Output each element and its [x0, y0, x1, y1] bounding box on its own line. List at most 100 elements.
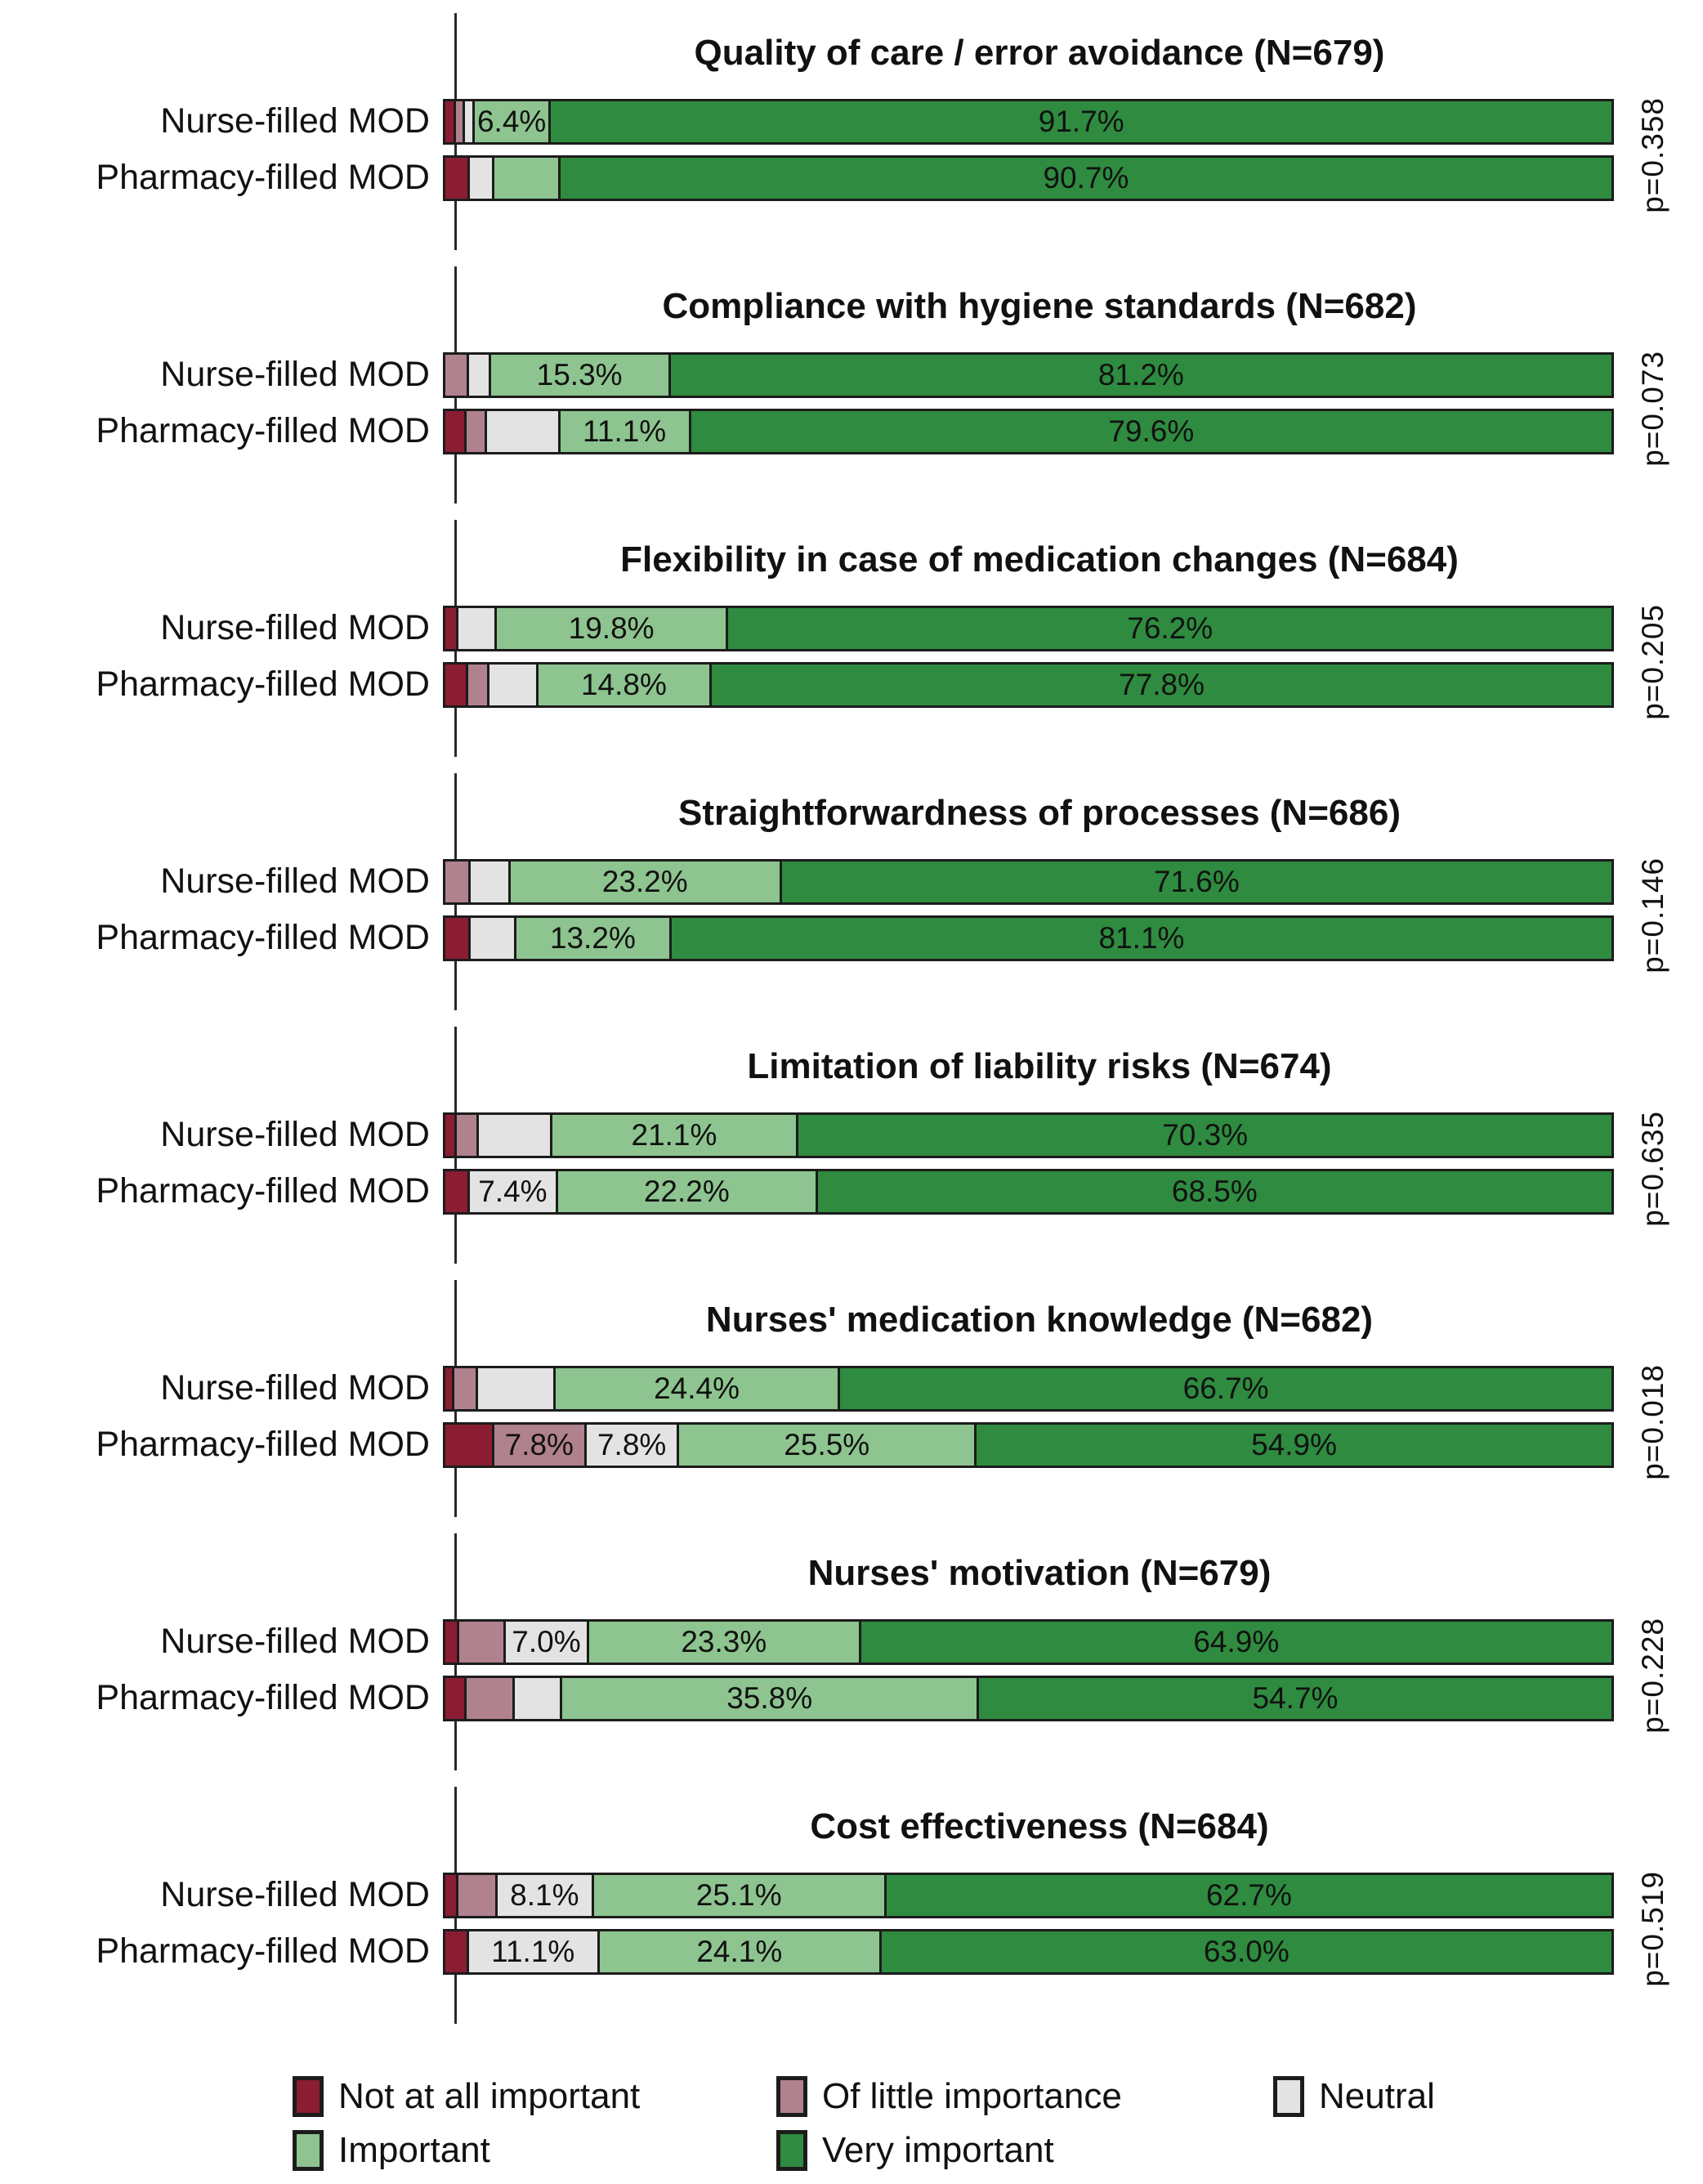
segment-value-label: 23.2% [601, 864, 688, 898]
p-value-text: p=0.519 [1636, 1870, 1669, 1987]
legend-label: Not at all important [338, 2076, 641, 2116]
stacked-bar: 14.8% 77.8% [443, 661, 1614, 708]
bar-segment-very-important: 77.8% [712, 664, 1611, 705]
neutral-swatch [1273, 2076, 1304, 2117]
bar-segment-neutral: 7.8% [586, 1424, 677, 1466]
bar-segment-of-little-importance [466, 1677, 513, 1719]
bar-segment-not-at-all-important [445, 1170, 467, 1212]
p-value-label: p=0.519 [1636, 1870, 1670, 1987]
chart-panels: Quality of care / error avoidance (N=679… [0, 13, 1703, 2040]
segment-value-label: 25.5% [784, 1427, 870, 1461]
bar-segment-very-important: 68.5% [817, 1170, 1611, 1212]
bar-row: Nurse-filled MOD 23.2% 71.6% [0, 858, 1703, 905]
legend-item-of-little-importance: Of little importance [776, 2076, 1273, 2117]
bar-segment-not-at-all-important [445, 607, 456, 649]
chart-legend: Not at all important Of little importance… [293, 2076, 1703, 2171]
bar-segment-important: 35.8% [562, 1677, 977, 1719]
bar-segment-neutral: 11.1% [468, 1931, 597, 1972]
chart-panel: Flexibility in case of medication change… [0, 520, 1703, 773]
bar-segment-neutral [471, 917, 514, 959]
segment-value-label: 66.7% [1182, 1371, 1269, 1405]
stacked-bar: 8.1% 25.1% 62.7% [443, 1872, 1614, 1918]
segment-value-label: 68.5% [1171, 1174, 1258, 1208]
p-value-text: p=0.018 [1636, 1363, 1669, 1480]
panel-title: Straightforwardness of processes (N=686) [678, 793, 1401, 833]
bar-segment-important: 25.1% [593, 1874, 884, 1916]
chart-panel: Nurses' motivation (N=679) Nurse-filled M… [0, 1533, 1703, 1787]
panel-title: Quality of care / error avoidance (N=679… [694, 33, 1385, 73]
bar-segment-of-little-importance: 7.8% [494, 1424, 584, 1466]
bar-row: Nurse-filled MOD 8.1% 25.1% 62.7% [0, 1872, 1703, 1918]
row-label: Nurse-filled MOD [160, 862, 430, 902]
bar-segment-neutral: 8.1% [498, 1874, 592, 1916]
segment-value-label: 25.1% [695, 1877, 782, 1912]
chart-panel: Cost effectiveness (N=684) Nurse-filled M… [0, 1787, 1703, 2040]
row-label: Nurse-filled MOD [160, 608, 430, 648]
segment-value-label: 54.9% [1251, 1427, 1338, 1461]
p-value-text: p=0.358 [1636, 96, 1669, 213]
legend-item-very-important: Very important [776, 2130, 1273, 2171]
bar-segment-important: 21.1% [552, 1114, 797, 1156]
bar-segment-not-at-all-important [445, 1114, 455, 1156]
segment-value-label: 35.8% [726, 1681, 813, 1715]
bar-segment-not-at-all-important [445, 1367, 453, 1409]
rows-wrap: Nurse-filled MOD 7.0% 23.3% 64.9% Pharmacy-f… [0, 1618, 1703, 1734]
bar-row: Nurse-filled MOD 15.3% 81.2% [0, 351, 1703, 398]
important-swatch [293, 2130, 324, 2171]
bar-segment-very-important: 54.7% [978, 1677, 1611, 1719]
stacked-bar: 23.2% 71.6% [443, 858, 1614, 905]
bar-segment-not-at-all-important [445, 157, 467, 199]
bar-row: Nurse-filled MOD 24.4% 66.7% [0, 1365, 1703, 1412]
legend-label: Very important [822, 2130, 1054, 2170]
segment-value-label: 14.8% [580, 667, 667, 701]
rows-wrap: Nurse-filled MOD 19.8% 76.2% Pharmacy-fille… [0, 604, 1703, 720]
bar-segment-very-important: 64.9% [860, 1621, 1611, 1663]
rows-wrap: Nurse-filled MOD 15.3% 81.2% Pharmacy-fille… [0, 351, 1703, 467]
bar-row: Nurse-filled MOD 7.0% 23.3% 64.9% [0, 1618, 1703, 1665]
row-label: Pharmacy-filled MOD [96, 1678, 430, 1718]
segment-value-label: 22.2% [643, 1174, 730, 1208]
bar-segment-very-important: 71.6% [781, 861, 1611, 902]
bar-segment-not-at-all-important [445, 917, 469, 959]
bar-segment-not-at-all-important [445, 101, 454, 142]
bar-row: Pharmacy-filled MOD 7.4% 22.2% 68.5% [0, 1168, 1703, 1215]
bar-segment-important: 11.1% [560, 410, 689, 452]
chart-panel: Nurses' medication knowledge (N=682) Nurs… [0, 1280, 1703, 1533]
stacked-bar: 7.8% 7.8% 25.5% 54.9% [443, 1421, 1614, 1468]
row-label: Pharmacy-filled MOD [96, 1931, 430, 1971]
bar-segment-of-little-importance [455, 101, 463, 142]
bar-segment-very-important: 54.9% [977, 1424, 1611, 1466]
rows-wrap: Nurse-filled MOD 8.1% 25.1% 62.7% Pharmacy-f… [0, 1871, 1703, 1987]
bar-segment-neutral [458, 607, 494, 649]
bar-segment-of-little-importance [459, 1621, 503, 1663]
row-label: Nurse-filled MOD [160, 1622, 430, 1662]
bar-segment-neutral: 7.0% [505, 1621, 587, 1663]
stacked-bar: 7.4% 22.2% 68.5% [443, 1168, 1614, 1215]
bar-segment-of-little-importance [466, 410, 485, 452]
stacked-bar: 11.1% 24.1% 63.0% [443, 1928, 1614, 1975]
bar-segment-important [494, 157, 558, 199]
chart-panel: Quality of care / error avoidance (N=679… [0, 13, 1703, 266]
bar-segment-neutral [469, 157, 492, 199]
bar-segment-neutral [477, 1367, 553, 1409]
bar-segment-neutral [465, 101, 472, 142]
segment-value-label: 90.7% [1043, 160, 1129, 195]
panel-title: Nurses' motivation (N=679) [807, 1553, 1272, 1593]
row-label: Nurse-filled MOD [160, 1875, 430, 1915]
bar-segment-very-important: 81.1% [672, 917, 1611, 959]
segment-value-label: 63.0% [1203, 1934, 1290, 1968]
stacked-bar: 24.4% 66.7% [443, 1365, 1614, 1412]
bar-segment-important: 6.4% [474, 101, 549, 142]
bar-segment-important: 25.5% [679, 1424, 975, 1466]
segment-value-label: 8.1% [510, 1877, 579, 1912]
stacked-bar: 19.8% 76.2% [443, 605, 1614, 651]
stacked-bar: 7.0% 23.3% 64.9% [443, 1618, 1614, 1665]
segment-value-label: 62.7% [1205, 1877, 1292, 1912]
bar-segment-not-at-all-important [445, 1874, 456, 1916]
bar-segment-important: 23.2% [510, 861, 780, 902]
p-value-text: p=0.146 [1636, 857, 1669, 973]
bar-segment-of-little-importance [457, 1114, 477, 1156]
segment-value-label: 81.2% [1097, 357, 1184, 392]
row-label: Pharmacy-filled MOD [96, 1425, 430, 1465]
